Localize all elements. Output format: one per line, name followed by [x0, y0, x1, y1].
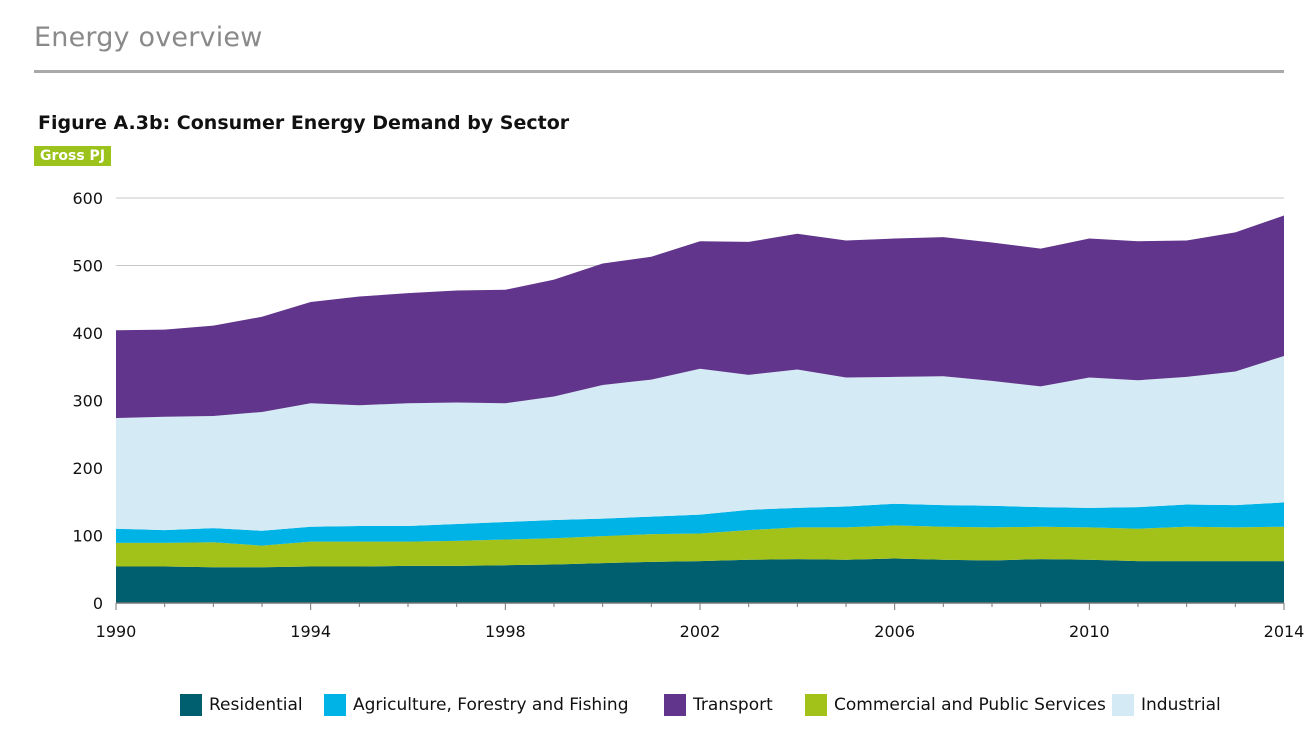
area-industrial — [116, 355, 1284, 531]
x-tick-label: 2002 — [680, 622, 721, 641]
x-tick-label: 2006 — [874, 622, 915, 641]
x-tick-label: 1990 — [96, 622, 137, 641]
x-tick-label: 2014 — [1264, 622, 1305, 641]
legend-swatch — [324, 694, 346, 716]
y-tick-label: 300 — [72, 392, 103, 411]
legend-item-industrial: Industrial — [1112, 690, 1221, 720]
y-tick-label: 400 — [72, 324, 103, 343]
legend-label: Residential — [209, 695, 303, 715]
chart-title: Figure A.3b: Consumer Energy Demand by S… — [38, 112, 570, 134]
stacked-area-chart: 0 100 200 300 400 500 600 1990 1994 1998 2002 2006 2… — [72, 189, 1304, 641]
legend-swatch — [1112, 694, 1134, 716]
legend-label: Industrial — [1141, 695, 1221, 715]
legend-item-agriculture-forestry-and-fishing: Agriculture, Forestry and Fishing — [324, 690, 629, 720]
x-tick-label: 1994 — [290, 622, 331, 641]
y-tick-label: 200 — [72, 459, 103, 478]
area-series-group — [116, 215, 1284, 603]
x-tick-label: 1998 — [485, 622, 526, 641]
area-commercial-and-public-services — [116, 525, 1284, 568]
y-tick-label: 600 — [72, 189, 103, 208]
legend-item-residential: Residential — [180, 690, 303, 720]
legend-label: Commercial and Public Services — [834, 695, 1106, 715]
legend-item-commercial-and-public-services: Commercial and Public Services — [805, 690, 1106, 720]
legend-swatch — [805, 694, 827, 716]
y-tick-label: 0 — [93, 594, 103, 613]
section-divider — [34, 70, 1284, 73]
area-transport — [116, 215, 1284, 419]
y-tick-label: 100 — [72, 527, 103, 546]
legend-item-transport: Transport — [664, 690, 773, 720]
legend-label: Transport — [693, 695, 773, 715]
area-agriculture-forestry-and-fishing — [116, 502, 1284, 546]
legend: Residential Agriculture, Forestry and Fis… — [0, 690, 1316, 720]
legend-swatch — [664, 694, 686, 716]
section-title: Energy overview — [34, 22, 263, 53]
area-residential — [116, 558, 1284, 603]
axes: 0 100 200 300 400 500 600 1990 1994 1998 2002 2006 2… — [72, 189, 1304, 641]
y-axis-unit-badge: Gross PJ — [34, 146, 112, 166]
legend-swatch — [180, 694, 202, 716]
y-tick-label: 500 — [72, 257, 103, 276]
legend-label: Agriculture, Forestry and Fishing — [353, 695, 629, 715]
x-tick-label: 2010 — [1069, 622, 1110, 641]
